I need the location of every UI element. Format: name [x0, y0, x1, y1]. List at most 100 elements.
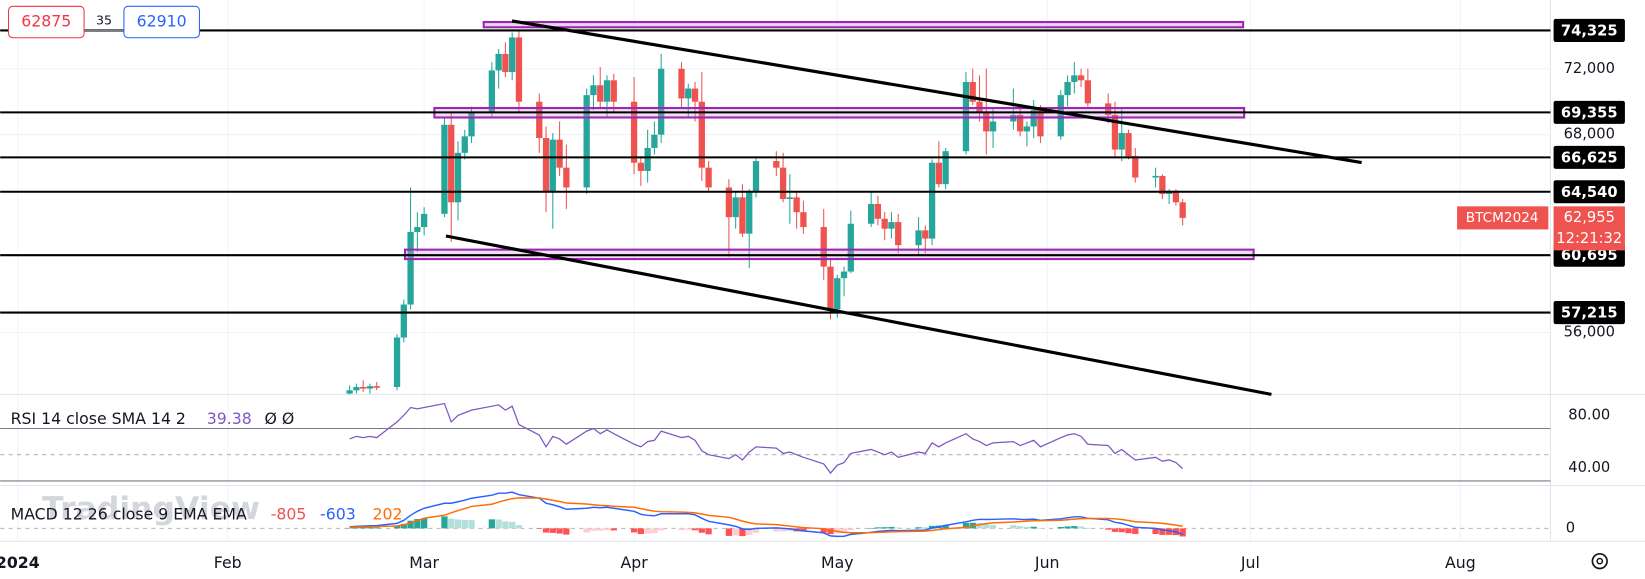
- candle-body: [691, 88, 699, 102]
- level-label: 74,325: [1561, 22, 1618, 39]
- histogram-bar: [1111, 528, 1119, 532]
- x-tick-label: Apr: [620, 553, 648, 572]
- histogram-bar: [705, 528, 712, 535]
- candle-body: [969, 81, 976, 102]
- histogram-bar: [874, 527, 882, 529]
- x-tick-label: Aug: [1445, 553, 1476, 572]
- histogram-bar: [468, 520, 475, 529]
- histogram-bar: [353, 527, 360, 529]
- histogram-bar: [509, 521, 516, 529]
- grid: [0, 0, 1645, 542]
- histogram-bar: [820, 528, 827, 533]
- candle-body: [922, 230, 929, 239]
- gear-center: [1596, 557, 1604, 565]
- candle-body: [1111, 114, 1119, 150]
- y-tick-label: 0: [1566, 519, 1575, 536]
- candle-body: [989, 121, 997, 132]
- price-tag: [1553, 206, 1625, 251]
- ask-box[interactable]: [123, 5, 200, 39]
- candle-body: [698, 101, 705, 168]
- candle-body: [495, 53, 502, 71]
- y-tick-label: 40.00: [1568, 459, 1610, 476]
- y-tick-label: 68,000: [1564, 126, 1615, 143]
- histogram-bar: [942, 524, 949, 529]
- candle-body: [603, 80, 611, 102]
- histogram-bar: [1077, 526, 1085, 529]
- candle-body: [1152, 175, 1159, 178]
- y-tick-label: 80.00: [1568, 406, 1610, 423]
- candle-body: [441, 124, 448, 214]
- y-tick-label: 56,000: [1564, 324, 1615, 341]
- bid-box[interactable]: [8, 5, 85, 39]
- histogram-bar: [685, 528, 692, 530]
- candle-body: [928, 162, 936, 239]
- histogram-bar: [597, 528, 604, 531]
- histogram-bar: [407, 520, 414, 529]
- x-tick-label: Feb: [214, 553, 242, 572]
- candle-body: [1057, 95, 1064, 137]
- level-label: 69,355: [1561, 104, 1618, 121]
- candle-body: [488, 70, 496, 112]
- candle-body: [874, 203, 882, 219]
- histogram-bar: [800, 528, 807, 532]
- candle-body: [509, 37, 516, 73]
- histogram-bar: [698, 528, 705, 533]
- candle-body: [678, 68, 685, 99]
- watermark: TradingView: [42, 491, 260, 527]
- candle-body: [1105, 103, 1112, 115]
- candle-body: [867, 203, 875, 224]
- histogram-bar: [502, 521, 509, 529]
- candle-body: [847, 223, 854, 272]
- histogram-bar: [1064, 526, 1071, 529]
- y-tick-label: 72,000: [1564, 60, 1615, 77]
- histogram-bar: [1179, 528, 1186, 537]
- candle-body: [746, 192, 753, 234]
- histogram-bar: [495, 519, 502, 529]
- histogram-bar: [630, 528, 638, 533]
- candle-body: [895, 222, 902, 246]
- candle-body: [685, 88, 692, 99]
- histogram-bar: [739, 528, 746, 537]
- histogram-bar: [962, 522, 970, 529]
- candle-body: [610, 80, 617, 102]
- level-label: 66,625: [1561, 149, 1618, 166]
- candle-body: [827, 266, 834, 310]
- histogram-bar: [773, 528, 780, 532]
- histogram-bar: [746, 528, 753, 536]
- histogram-bar: [414, 519, 421, 529]
- candle-body: [658, 68, 665, 135]
- candle-body: [840, 271, 848, 279]
- gear[interactable]: [1591, 552, 1608, 570]
- candle-body: [1132, 156, 1139, 178]
- histogram-bar: [651, 528, 658, 533]
- histogram-bar: [732, 528, 739, 536]
- candle-body: [739, 197, 746, 234]
- indicator-value: 39.38: [207, 409, 252, 428]
- histogram-bar: [549, 528, 556, 533]
- candle-body: [834, 278, 841, 310]
- histogram-bar: [847, 528, 854, 530]
- settings-icon[interactable]: [1591, 552, 1608, 570]
- histogram-bar: [448, 518, 455, 529]
- histogram-bar: [1105, 528, 1112, 530]
- candle-body: [651, 134, 658, 148]
- histogram-bar: [1030, 526, 1037, 529]
- candle-body: [549, 139, 556, 193]
- candle-body: [1023, 126, 1031, 132]
- histogram-bar: [542, 528, 550, 533]
- symbol-label: BTCM2024: [1466, 210, 1539, 226]
- histogram-bar: [881, 527, 888, 529]
- histogram-bar: [867, 528, 875, 529]
- histogram-bar: [779, 528, 787, 532]
- histogram-bar: [461, 520, 468, 529]
- candle-body: [820, 227, 827, 267]
- candle-body: [556, 139, 563, 168]
- rsi-line: [349, 402, 1184, 475]
- indicator-value: 202: [373, 505, 403, 524]
- candle-body: [353, 386, 360, 391]
- candle-body: [454, 152, 462, 203]
- histogram-bar: [1084, 528, 1092, 529]
- histogram-bar: [928, 525, 936, 529]
